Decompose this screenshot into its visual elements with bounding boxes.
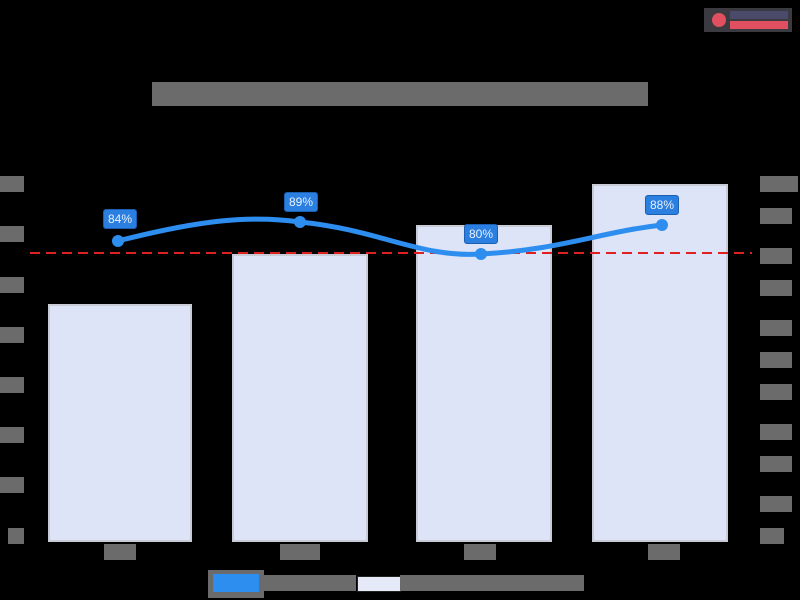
data-label-2: 89% (283, 192, 319, 212)
right-tick (760, 424, 792, 440)
right-tick (760, 528, 784, 544)
right-tick (760, 456, 792, 472)
bar-3 (416, 225, 552, 542)
brand-logo (704, 8, 792, 32)
left-tick (8, 528, 24, 544)
legend-label-line (264, 575, 356, 591)
right-tick (760, 352, 792, 368)
data-label-3: 80% (463, 224, 499, 244)
x-label-1 (104, 544, 136, 560)
bar-2 (232, 254, 368, 542)
left-tick (0, 477, 24, 493)
x-label-2 (280, 544, 320, 560)
left-tick (0, 277, 24, 293)
bar-1 (48, 304, 192, 542)
chart-title (152, 82, 648, 106)
x-label-3 (464, 544, 496, 560)
left-tick (0, 226, 24, 242)
right-tick (760, 248, 792, 264)
logo-text-top (730, 11, 788, 19)
point-1 (112, 235, 124, 247)
right-tick (760, 176, 798, 192)
logo-text-bottom (730, 21, 788, 29)
left-tick (0, 176, 24, 192)
point-3 (475, 248, 487, 260)
data-label-4: 88% (644, 195, 680, 215)
bar-4 (592, 184, 728, 542)
right-tick (760, 496, 792, 512)
right-tick (760, 280, 792, 296)
data-label-1: 84% (102, 209, 138, 229)
left-tick (0, 427, 24, 443)
point-2 (294, 216, 306, 228)
x-label-4 (648, 544, 680, 560)
legend-swatch-frame (208, 570, 264, 598)
legend-swatch-bar (357, 576, 401, 592)
legend-swatch-line (213, 574, 259, 592)
point-4 (656, 219, 668, 231)
legend-label-bar (400, 575, 584, 591)
right-tick (760, 320, 792, 336)
right-tick (760, 208, 792, 224)
left-tick (0, 327, 24, 343)
left-tick (0, 377, 24, 393)
globe-icon (712, 13, 726, 27)
right-tick (760, 384, 792, 400)
